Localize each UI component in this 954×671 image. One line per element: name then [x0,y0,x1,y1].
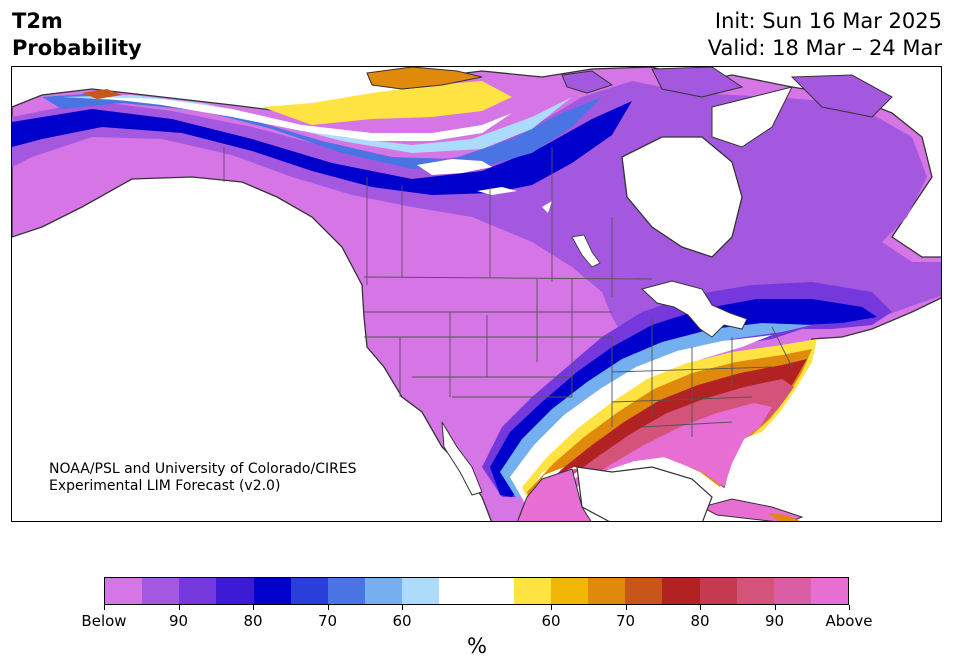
colorbar-tick-mark [774,605,776,610]
colorbar-tick-label: Above [825,612,873,630]
colorbar-tick-mark [253,605,254,610]
colorbar-tick-mark [849,605,850,610]
colorbar-tick-label: 60 [392,612,412,630]
init-date: Init: Sun 16 Mar 2025 [714,9,942,33]
colorbar-segment [327,578,366,604]
colorbar-segment [736,578,774,604]
colorbar-segment [550,578,589,604]
colorbar-unit: % [467,634,487,658]
colorbar-tick-mark [104,605,105,610]
colorbar-tick-mark [178,605,180,610]
credit-line-2: Experimental LIM Forecast (v2.0) [49,478,281,494]
colorbar [104,577,849,605]
colorbar-tick-label: Below [81,612,127,630]
title-variable: T2m [12,9,63,33]
colorbar-tick-label: 70 [317,612,338,630]
caribbean-warm [767,513,800,521]
colorbar-tick-mark [700,605,701,610]
band-blue-2 [42,93,602,169]
colorbar-segment [179,578,217,604]
davis-strait [711,86,793,148]
colorbar-segment [365,578,403,604]
colorbar-segment [773,578,811,604]
valid-date: Valid: 18 Mar – 24 Mar [707,36,942,60]
colorbar-segment [625,578,663,604]
political-boundaries [223,147,793,437]
colorbar-segment [142,578,180,604]
band-blue [12,101,632,195]
colorbar-tick-mark [551,605,552,610]
colorbar-tick-label: 90 [764,612,785,630]
credit-line-1: NOAA/PSL and University of Colorado/CIRE… [49,461,357,477]
lake-winnipeg [571,234,601,268]
hudson-bay [621,136,743,258]
colorbar-segment [290,578,328,604]
colorbar-segment [439,578,477,604]
forecast-dates: Init: Sun 16 Mar 2025 Valid: 18 Mar – 24… [708,8,942,62]
colorbar-segment [402,578,440,604]
arctic-orange [366,67,483,90]
title-subtitle: Probability [12,36,142,60]
alaska-red [82,89,122,99]
colorbar-segment [253,578,291,604]
map-title: T2m Probability [12,8,142,62]
colorbar-segment [476,578,514,604]
band-white-north [92,97,512,141]
small-lake [542,201,552,213]
great-lakes [640,280,748,338]
great-slave-lake [477,187,517,195]
mexico-land [517,468,592,521]
colorbar-segment [588,578,626,604]
probability-map [11,66,942,522]
colorbar-tick-label: 60 [541,612,561,630]
colorbar-segment [513,578,551,604]
colorbar-tick-label: 80 [243,612,263,630]
credit-text: NOAA/PSL and University of Colorado/CIRE… [49,461,357,495]
colorbar-tick-label: 90 [168,612,189,630]
colorbar-segment [662,578,700,604]
colorbar-segment [105,578,143,604]
colorbar-tick-label: 80 [690,612,710,630]
arctic-yellow [262,81,512,125]
gulf-of-california [441,421,483,496]
gulf-of-mexico [576,466,713,521]
colorbar-segment [699,578,737,604]
colorbar-tick-mark [625,605,627,610]
north-america-map [12,67,941,521]
colorbar-tick-label: 70 [615,612,636,630]
warm-magenta [547,403,772,521]
great-bear-lake [417,159,492,175]
colorbar-tick-mark [327,605,329,610]
colorbar-tick-mark [402,605,403,610]
colorbar-segment [216,578,254,604]
colorbar-segment [810,578,849,604]
arctic-islands [561,67,893,118]
